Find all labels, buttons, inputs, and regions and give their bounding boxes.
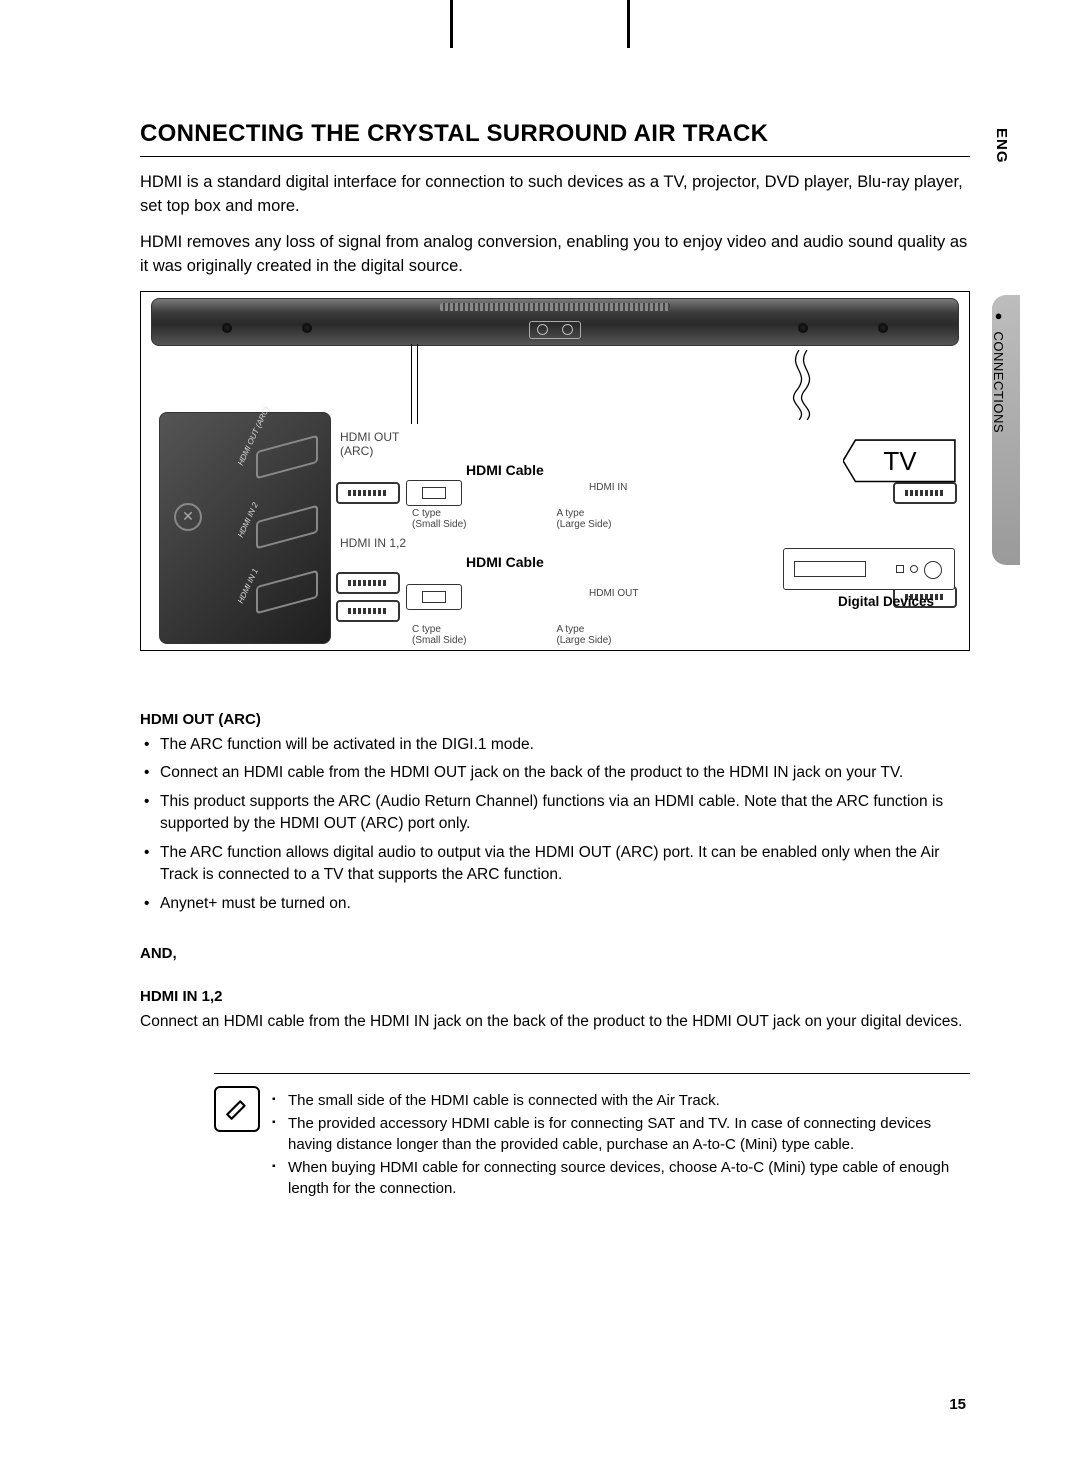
note-bullet: The provided accessory HDMI cable is for… — [272, 1113, 970, 1155]
title-rule — [140, 156, 970, 157]
wire — [417, 344, 418, 424]
hdmi-jack — [336, 600, 400, 622]
soundbar-illustration — [151, 298, 959, 346]
bullet: Anynet+ must be turned on. — [142, 893, 970, 915]
hdmi-plug-c — [406, 584, 462, 610]
bullet: The ARC function will be activated in th… — [142, 734, 970, 756]
tv-hdmi-in-label: HDMI IN — [589, 482, 627, 493]
connection-diagram: ✕ HDMI OUT (ARC) HDMI IN 2 HDMI IN 1 HDM… — [140, 291, 970, 651]
digital-device-illustration — [783, 548, 955, 590]
manual-page: ENG ●CONNECTIONS CONNECTING THE CRYSTAL … — [0, 0, 1080, 1473]
device-hdmi-out-label: HDMI OUT — [589, 588, 638, 599]
wire — [411, 344, 412, 424]
note-bullets: The small side of the HDMI cable is conn… — [272, 1090, 970, 1199]
hdmi-in-heading: HDMI IN 1,2 — [140, 988, 970, 1005]
hdmi-plug-c — [406, 480, 462, 506]
soundbar-bottom-panel: ✕ HDMI OUT (ARC) HDMI IN 2 HDMI IN 1 — [159, 412, 331, 644]
language-tab: ENG — [993, 128, 1010, 164]
hdmi-jack-tv — [893, 482, 957, 504]
note-bullet: When buying HDMI cable for connecting so… — [272, 1157, 970, 1199]
intro-paragraph-1: HDMI is a standard digital interface for… — [140, 171, 970, 219]
chapter-tab-text: CONNECTIONS — [991, 332, 1006, 434]
tv-callout: TV — [845, 440, 955, 484]
hdmi-in-body: Connect an HDMI cable from the HDMI IN j… — [140, 1011, 970, 1033]
bullet: This product supports the ARC (Audio Ret… — [142, 791, 970, 836]
intro-paragraph-2: HDMI removes any loss of signal from ana… — [140, 231, 970, 279]
page-number: 15 — [949, 1396, 966, 1413]
plug-sublabels-1: C type(Small Side) A type(Large Side) — [412, 508, 957, 530]
wire-squiggle — [779, 350, 819, 420]
note-box: The small side of the HDMI cable is conn… — [214, 1073, 970, 1199]
note-bullet: The small side of the HDMI cable is conn… — [272, 1090, 970, 1111]
pencil-note-icon — [214, 1086, 260, 1132]
and-label: AND, — [140, 945, 970, 962]
page-title: CONNECTING THE CRYSTAL SURROUND AIR TRAC… — [140, 120, 970, 148]
plug-sublabels-2: C type(Small Side) A type(Large Side) — [412, 624, 957, 646]
hdmi-jack — [336, 482, 400, 504]
hdmi-out-heading: HDMI OUT (ARC) — [140, 711, 970, 728]
hdmi-jack — [336, 572, 400, 594]
bullet: The ARC function allows digital audio to… — [142, 842, 970, 887]
tv-callout-text: TV — [883, 446, 916, 477]
digital-devices-label: Digital Devices — [838, 594, 934, 609]
chapter-tab-label: ●CONNECTIONS — [991, 310, 1006, 433]
bullet: Connect an HDMI cable from the HDMI OUT … — [142, 762, 970, 784]
hdmi-out-bullets: The ARC function will be activated in th… — [142, 734, 970, 915]
crop-mark-top — [450, 0, 630, 50]
